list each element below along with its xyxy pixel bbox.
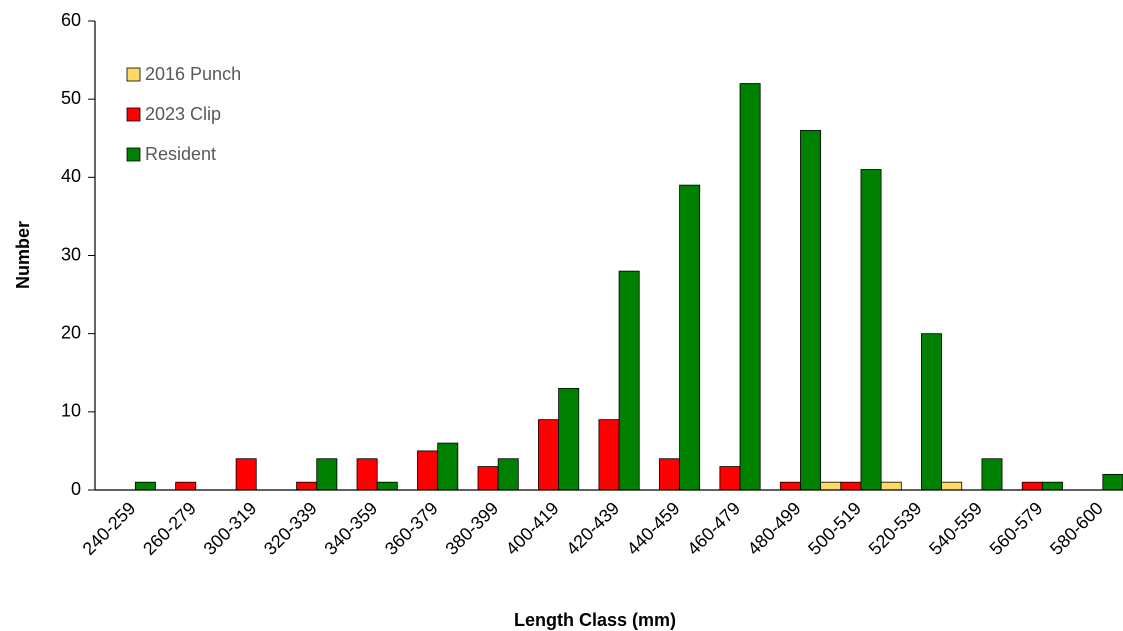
bar	[1102, 473, 1123, 491]
bar	[860, 169, 882, 491]
x-tick-label: 480-499	[744, 498, 805, 559]
bar	[356, 458, 378, 491]
bar	[175, 481, 197, 491]
bar	[1041, 481, 1063, 491]
x-tick-label: 560-579	[986, 498, 1047, 559]
bar	[820, 481, 842, 491]
bar	[1021, 481, 1043, 491]
y-tick-label: 0	[71, 479, 81, 499]
x-tick-label: 240-259	[79, 498, 140, 559]
bar	[618, 270, 640, 491]
x-tick-label: 540-559	[925, 498, 986, 559]
x-tick-label: 420-439	[562, 498, 623, 559]
bar	[296, 481, 318, 491]
x-axis-title: Length Class (mm)	[514, 610, 676, 630]
bar	[739, 83, 761, 491]
legend-label: Resident	[145, 144, 216, 164]
x-tick-label: 400-419	[502, 498, 563, 559]
bar	[779, 481, 801, 491]
bar	[316, 458, 338, 491]
bar	[477, 466, 499, 491]
y-tick-label: 50	[61, 88, 81, 108]
x-tick-label: 500-519	[804, 498, 865, 559]
bar	[598, 419, 620, 491]
y-axis-title: Number	[13, 221, 33, 289]
y-tick-label: 30	[61, 244, 81, 264]
bar	[800, 130, 822, 491]
legend-swatch	[126, 67, 141, 82]
bar	[376, 481, 398, 491]
bar	[880, 481, 902, 491]
bar	[941, 481, 963, 491]
legend-swatch	[126, 107, 141, 122]
y-tick-label: 10	[61, 401, 81, 421]
x-tick-label: 360-379	[381, 498, 442, 559]
bar	[235, 458, 257, 491]
bar	[840, 481, 862, 491]
x-tick-label: 440-459	[623, 498, 684, 559]
bar	[719, 466, 741, 491]
bar	[921, 333, 942, 491]
y-tick-label: 40	[61, 166, 81, 186]
x-tick-label: 580-600	[1046, 498, 1107, 559]
bar	[417, 450, 439, 491]
bar	[679, 184, 701, 491]
x-tick-label: 300-319	[200, 498, 261, 559]
bar	[981, 458, 1003, 491]
bar	[497, 458, 519, 491]
legend-label: 2023 Clip	[145, 104, 221, 124]
x-tick-label: 380-399	[441, 498, 502, 559]
x-tick-label: 260-279	[139, 498, 200, 559]
bar	[134, 481, 156, 491]
bar	[558, 387, 580, 491]
y-tick-label: 60	[61, 10, 81, 30]
bar	[437, 442, 459, 491]
y-tick-label: 20	[61, 322, 81, 342]
x-tick-label: 340-359	[320, 498, 381, 559]
x-tick-label: 520-539	[865, 498, 926, 559]
x-tick-label: 320-339	[260, 498, 321, 559]
legend-swatch	[126, 147, 141, 162]
legend-label: 2016 Punch	[145, 64, 241, 84]
bar	[658, 458, 680, 491]
x-tick-label: 460-479	[683, 498, 744, 559]
bar	[538, 419, 560, 491]
